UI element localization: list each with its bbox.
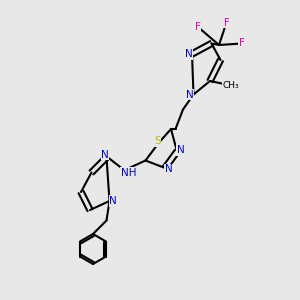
Text: F: F (195, 22, 201, 32)
Text: NH: NH (121, 167, 136, 178)
Text: N: N (186, 89, 194, 100)
Text: F: F (238, 38, 244, 49)
Text: F: F (224, 17, 230, 28)
Text: CH₃: CH₃ (223, 81, 239, 90)
Text: N: N (109, 196, 117, 206)
Text: S: S (154, 136, 161, 146)
Text: N: N (184, 49, 192, 59)
Text: N: N (165, 164, 172, 175)
Text: N: N (177, 145, 184, 155)
Text: N: N (101, 149, 109, 160)
